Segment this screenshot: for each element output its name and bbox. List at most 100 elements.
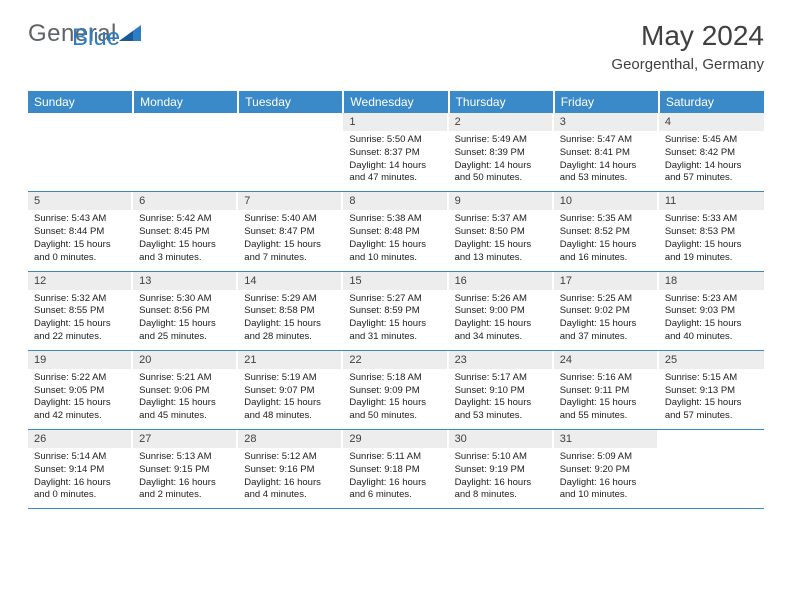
day-number: 9 bbox=[449, 192, 554, 210]
location: Georgenthal, Germany bbox=[611, 56, 764, 73]
day-data: Sunrise: 5:12 AMSunset: 9:16 PMDaylight:… bbox=[238, 448, 343, 508]
day-number: 22 bbox=[343, 351, 448, 369]
day-number: 29 bbox=[343, 430, 448, 448]
day-cell: 13Sunrise: 5:30 AMSunset: 8:56 PMDayligh… bbox=[133, 271, 238, 350]
day-number: 20 bbox=[133, 351, 238, 369]
week-row: 1Sunrise: 5:50 AMSunset: 8:37 PMDaylight… bbox=[28, 113, 764, 192]
day-data: Sunrise: 5:10 AMSunset: 9:19 PMDaylight:… bbox=[449, 448, 554, 508]
day-number: 18 bbox=[659, 272, 764, 290]
day-number: 6 bbox=[133, 192, 238, 210]
day-data: Sunrise: 5:47 AMSunset: 8:41 PMDaylight:… bbox=[554, 131, 659, 191]
day-number: 1 bbox=[343, 113, 448, 131]
day-data-empty bbox=[133, 131, 238, 187]
day-number-empty bbox=[238, 113, 343, 131]
day-cell: 6Sunrise: 5:42 AMSunset: 8:45 PMDaylight… bbox=[133, 192, 238, 271]
day-data-empty bbox=[659, 448, 764, 504]
day-number: 16 bbox=[449, 272, 554, 290]
day-cell: 18Sunrise: 5:23 AMSunset: 9:03 PMDayligh… bbox=[659, 271, 764, 350]
day-cell: 28Sunrise: 5:12 AMSunset: 9:16 PMDayligh… bbox=[238, 430, 343, 509]
day-data: Sunrise: 5:50 AMSunset: 8:37 PMDaylight:… bbox=[343, 131, 448, 191]
day-data: Sunrise: 5:29 AMSunset: 8:58 PMDaylight:… bbox=[238, 290, 343, 350]
day-number: 15 bbox=[343, 272, 448, 290]
day-number: 7 bbox=[238, 192, 343, 210]
day-cell: 8Sunrise: 5:38 AMSunset: 8:48 PMDaylight… bbox=[343, 192, 448, 271]
day-number: 3 bbox=[554, 113, 659, 131]
day-number-empty bbox=[133, 113, 238, 131]
day-cell: 25Sunrise: 5:15 AMSunset: 9:13 PMDayligh… bbox=[659, 350, 764, 429]
day-cell: 23Sunrise: 5:17 AMSunset: 9:10 PMDayligh… bbox=[449, 350, 554, 429]
day-cell: 16Sunrise: 5:26 AMSunset: 9:00 PMDayligh… bbox=[449, 271, 554, 350]
day-data: Sunrise: 5:18 AMSunset: 9:09 PMDaylight:… bbox=[343, 369, 448, 429]
week-row: 12Sunrise: 5:32 AMSunset: 8:55 PMDayligh… bbox=[28, 271, 764, 350]
day-cell: 29Sunrise: 5:11 AMSunset: 9:18 PMDayligh… bbox=[343, 430, 448, 509]
day-cell: 17Sunrise: 5:25 AMSunset: 9:02 PMDayligh… bbox=[554, 271, 659, 350]
day-number: 13 bbox=[133, 272, 238, 290]
day-number: 11 bbox=[659, 192, 764, 210]
dow-row: SundayMondayTuesdayWednesdayThursdayFrid… bbox=[28, 91, 764, 113]
day-data: Sunrise: 5:27 AMSunset: 8:59 PMDaylight:… bbox=[343, 290, 448, 350]
day-cell: 14Sunrise: 5:29 AMSunset: 8:58 PMDayligh… bbox=[238, 271, 343, 350]
day-cell: 26Sunrise: 5:14 AMSunset: 9:14 PMDayligh… bbox=[28, 430, 133, 509]
day-data: Sunrise: 5:33 AMSunset: 8:53 PMDaylight:… bbox=[659, 210, 764, 270]
day-cell: 1Sunrise: 5:50 AMSunset: 8:37 PMDaylight… bbox=[343, 113, 448, 192]
day-data: Sunrise: 5:32 AMSunset: 8:55 PMDaylight:… bbox=[28, 290, 133, 350]
day-cell: 11Sunrise: 5:33 AMSunset: 8:53 PMDayligh… bbox=[659, 192, 764, 271]
day-number: 19 bbox=[28, 351, 133, 369]
day-data: Sunrise: 5:14 AMSunset: 9:14 PMDaylight:… bbox=[28, 448, 133, 508]
day-cell: 5Sunrise: 5:43 AMSunset: 8:44 PMDaylight… bbox=[28, 192, 133, 271]
day-number: 27 bbox=[133, 430, 238, 448]
day-cell: 31Sunrise: 5:09 AMSunset: 9:20 PMDayligh… bbox=[554, 430, 659, 509]
day-cell bbox=[238, 113, 343, 192]
title-block: May 2024 Georgenthal, Germany bbox=[611, 20, 764, 73]
day-data: Sunrise: 5:45 AMSunset: 8:42 PMDaylight:… bbox=[659, 131, 764, 191]
day-cell bbox=[659, 430, 764, 509]
day-data: Sunrise: 5:26 AMSunset: 9:00 PMDaylight:… bbox=[449, 290, 554, 350]
day-number: 12 bbox=[28, 272, 133, 290]
day-data: Sunrise: 5:19 AMSunset: 9:07 PMDaylight:… bbox=[238, 369, 343, 429]
day-number: 2 bbox=[449, 113, 554, 131]
day-cell: 4Sunrise: 5:45 AMSunset: 8:42 PMDaylight… bbox=[659, 113, 764, 192]
day-number: 24 bbox=[554, 351, 659, 369]
day-number: 23 bbox=[449, 351, 554, 369]
day-number-empty bbox=[28, 113, 133, 131]
day-number: 10 bbox=[554, 192, 659, 210]
day-data: Sunrise: 5:40 AMSunset: 8:47 PMDaylight:… bbox=[238, 210, 343, 270]
day-cell: 7Sunrise: 5:40 AMSunset: 8:47 PMDaylight… bbox=[238, 192, 343, 271]
day-data: Sunrise: 5:25 AMSunset: 9:02 PMDaylight:… bbox=[554, 290, 659, 350]
logo-sub: Blue bbox=[28, 50, 76, 78]
dow-header: Friday bbox=[554, 91, 659, 113]
day-number: 17 bbox=[554, 272, 659, 290]
dow-header: Monday bbox=[133, 91, 238, 113]
day-data-empty bbox=[28, 131, 133, 187]
dow-header: Thursday bbox=[449, 91, 554, 113]
day-data: Sunrise: 5:13 AMSunset: 9:15 PMDaylight:… bbox=[133, 448, 238, 508]
day-number: 28 bbox=[238, 430, 343, 448]
day-number: 5 bbox=[28, 192, 133, 210]
day-cell: 9Sunrise: 5:37 AMSunset: 8:50 PMDaylight… bbox=[449, 192, 554, 271]
day-data: Sunrise: 5:15 AMSunset: 9:13 PMDaylight:… bbox=[659, 369, 764, 429]
day-data: Sunrise: 5:21 AMSunset: 9:06 PMDaylight:… bbox=[133, 369, 238, 429]
month-year: May 2024 bbox=[611, 20, 764, 52]
day-cell bbox=[28, 113, 133, 192]
day-cell: 2Sunrise: 5:49 AMSunset: 8:39 PMDaylight… bbox=[449, 113, 554, 192]
day-cell: 15Sunrise: 5:27 AMSunset: 8:59 PMDayligh… bbox=[343, 271, 448, 350]
week-row: 5Sunrise: 5:43 AMSunset: 8:44 PMDaylight… bbox=[28, 192, 764, 271]
dow-header: Wednesday bbox=[343, 91, 448, 113]
day-cell: 20Sunrise: 5:21 AMSunset: 9:06 PMDayligh… bbox=[133, 350, 238, 429]
day-cell bbox=[133, 113, 238, 192]
week-row: 19Sunrise: 5:22 AMSunset: 9:05 PMDayligh… bbox=[28, 350, 764, 429]
day-cell: 21Sunrise: 5:19 AMSunset: 9:07 PMDayligh… bbox=[238, 350, 343, 429]
day-number: 30 bbox=[449, 430, 554, 448]
day-number: 4 bbox=[659, 113, 764, 131]
dow-header: Sunday bbox=[28, 91, 133, 113]
week-row: 26Sunrise: 5:14 AMSunset: 9:14 PMDayligh… bbox=[28, 430, 764, 509]
day-data: Sunrise: 5:17 AMSunset: 9:10 PMDaylight:… bbox=[449, 369, 554, 429]
day-cell: 27Sunrise: 5:13 AMSunset: 9:15 PMDayligh… bbox=[133, 430, 238, 509]
day-data: Sunrise: 5:42 AMSunset: 8:45 PMDaylight:… bbox=[133, 210, 238, 270]
day-number: 8 bbox=[343, 192, 448, 210]
logo-triangle-icon bbox=[119, 20, 141, 48]
day-cell: 22Sunrise: 5:18 AMSunset: 9:09 PMDayligh… bbox=[343, 350, 448, 429]
day-data: Sunrise: 5:35 AMSunset: 8:52 PMDaylight:… bbox=[554, 210, 659, 270]
day-data: Sunrise: 5:49 AMSunset: 8:39 PMDaylight:… bbox=[449, 131, 554, 191]
day-number: 21 bbox=[238, 351, 343, 369]
